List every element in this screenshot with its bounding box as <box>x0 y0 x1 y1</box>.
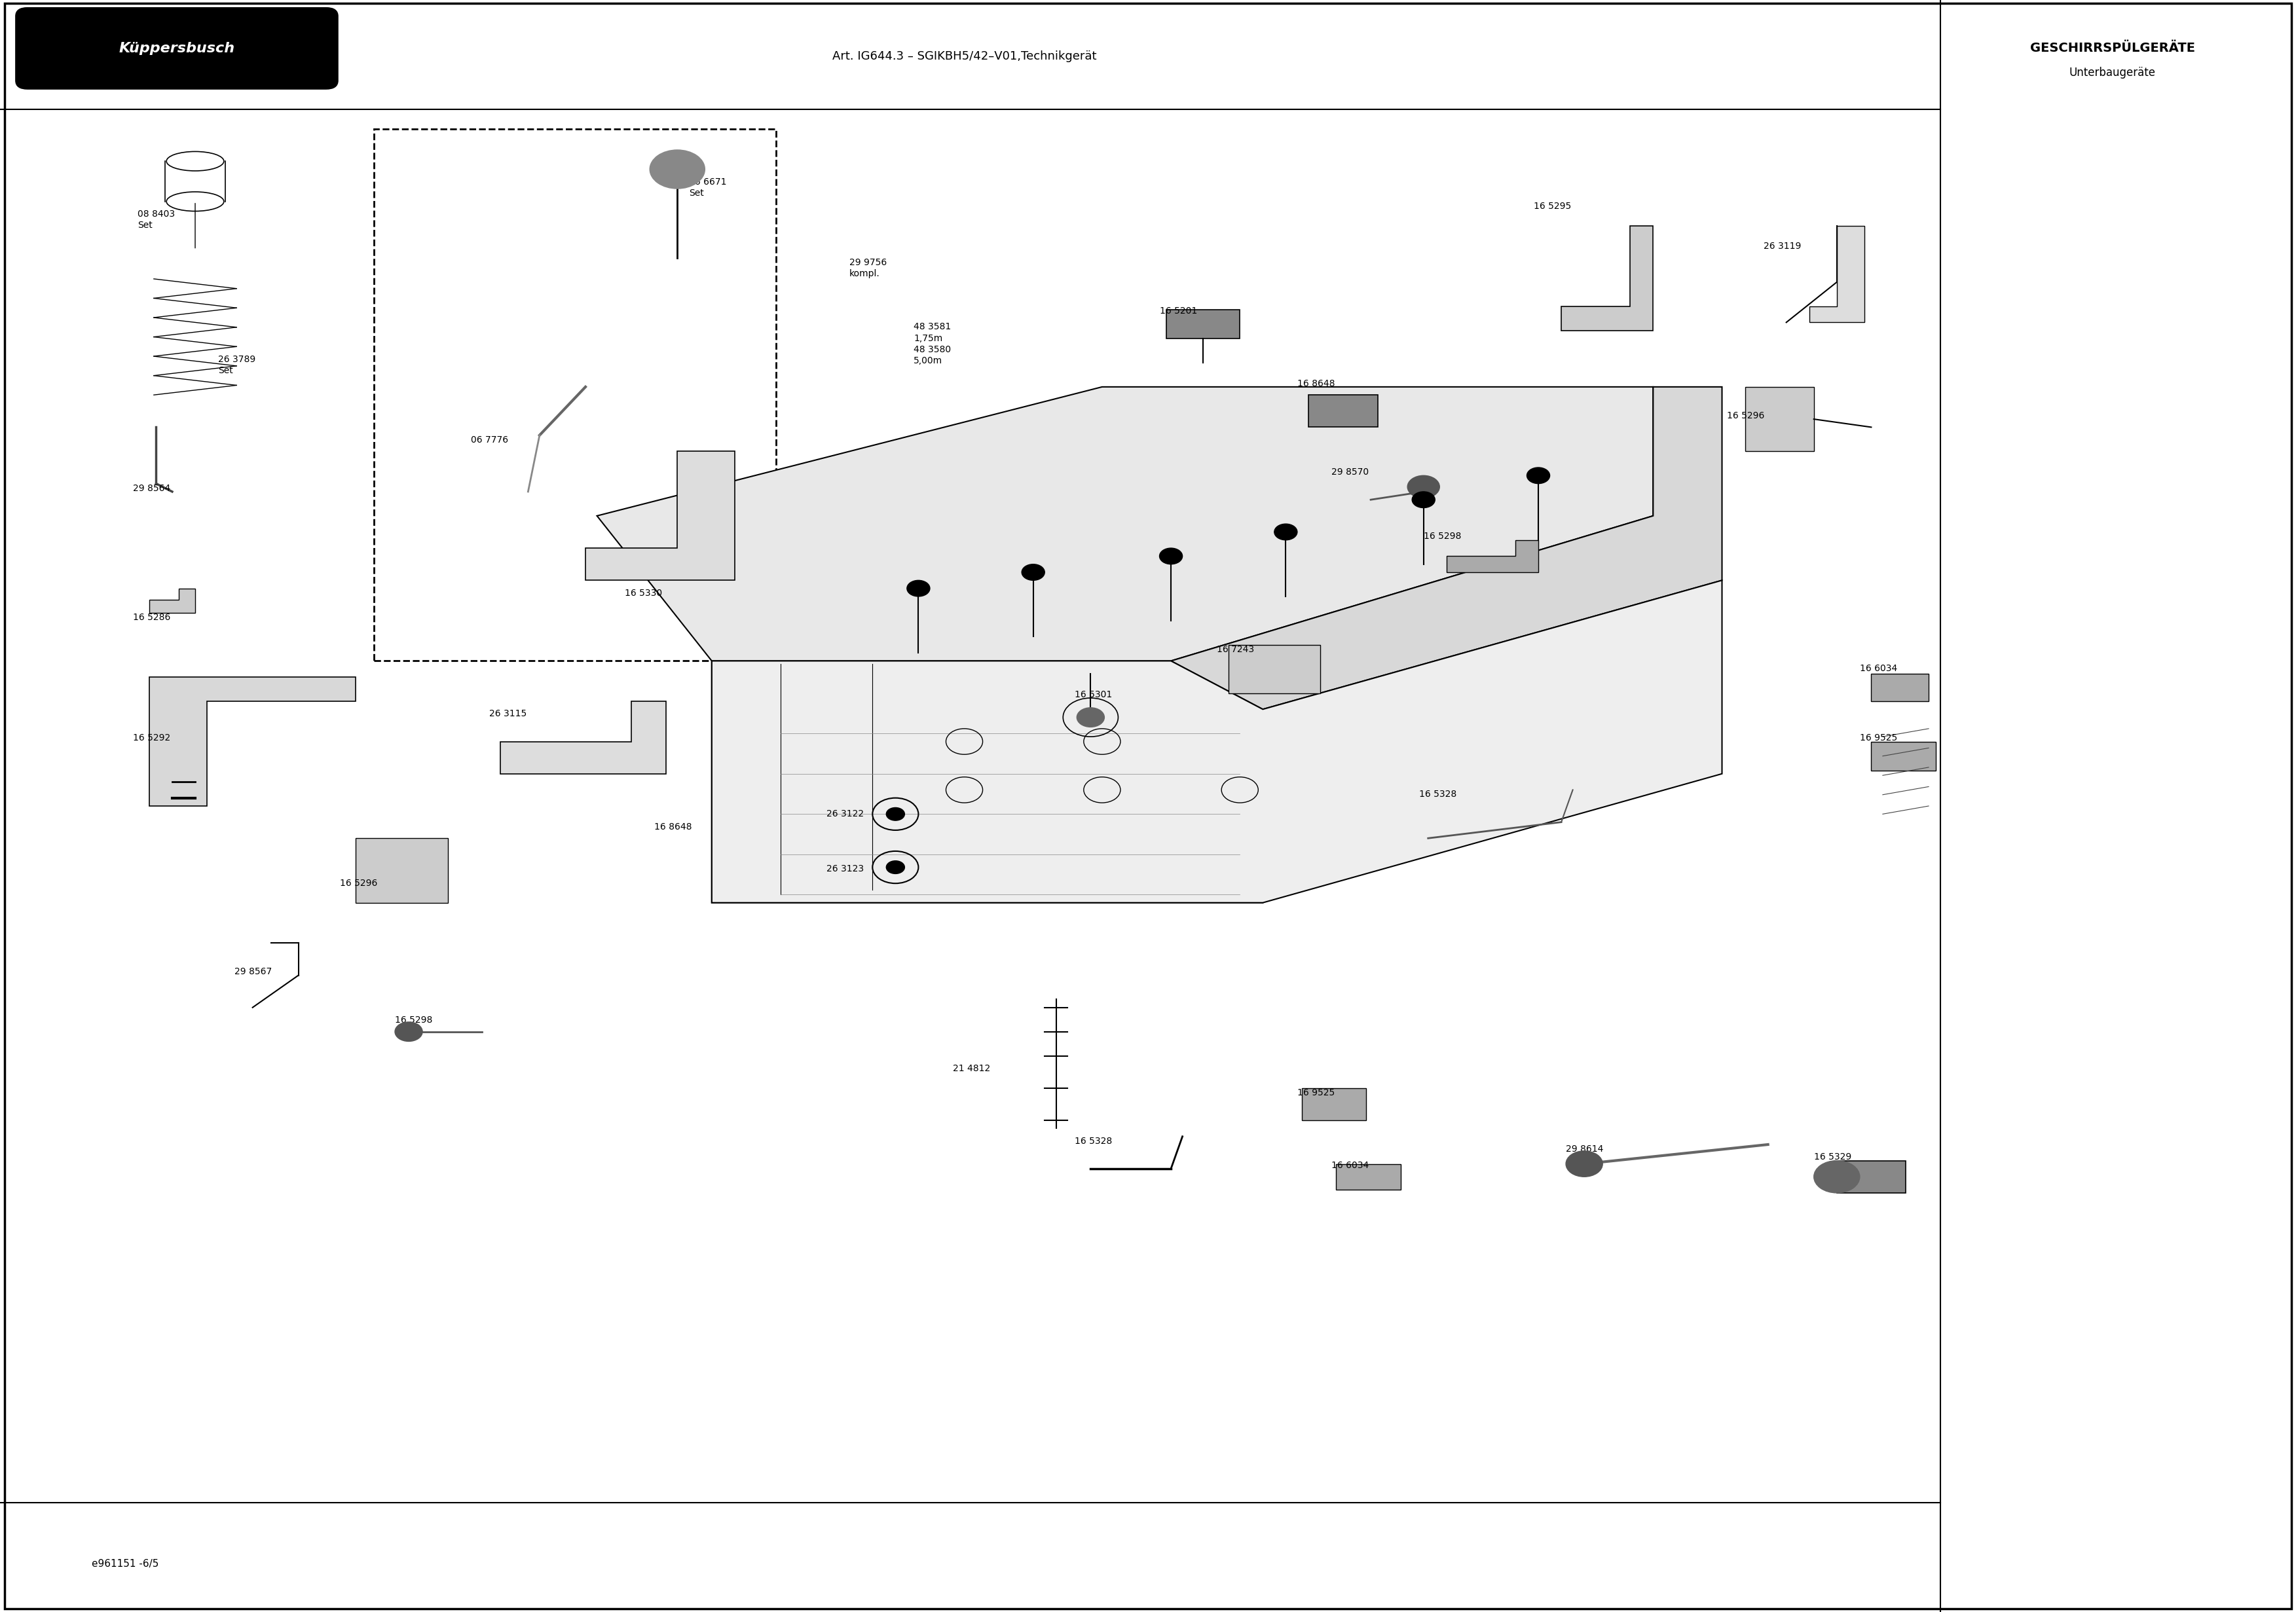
Text: 21 4812: 21 4812 <box>953 1064 990 1074</box>
Polygon shape <box>149 677 356 806</box>
Text: e961151 -6/5: e961151 -6/5 <box>92 1559 158 1568</box>
Polygon shape <box>1171 387 1722 709</box>
Text: 16 6034: 16 6034 <box>1332 1161 1368 1170</box>
Text: 29 9756
kompl.: 29 9756 kompl. <box>850 258 886 279</box>
Text: 16 5296: 16 5296 <box>1727 411 1763 421</box>
Text: 16 5328: 16 5328 <box>1075 1136 1111 1146</box>
Circle shape <box>886 861 905 874</box>
Circle shape <box>1814 1161 1860 1193</box>
Text: 26 3122: 26 3122 <box>827 809 863 819</box>
Polygon shape <box>356 838 448 903</box>
Polygon shape <box>1336 1164 1401 1190</box>
Circle shape <box>886 808 905 821</box>
Polygon shape <box>1871 674 1929 701</box>
Circle shape <box>1022 564 1045 580</box>
Polygon shape <box>1228 645 1320 693</box>
Text: Küppersbusch: Küppersbusch <box>119 42 234 55</box>
Text: 26 3123: 26 3123 <box>827 864 863 874</box>
Circle shape <box>1412 492 1435 508</box>
Polygon shape <box>1871 742 1936 771</box>
Circle shape <box>1527 467 1550 484</box>
Text: 06 7776: 06 7776 <box>471 435 507 445</box>
Circle shape <box>1407 476 1440 498</box>
FancyBboxPatch shape <box>16 8 338 89</box>
Text: GESCHIRRSPÜLGERÄTE: GESCHIRRSPÜLGERÄTE <box>2030 42 2195 55</box>
Text: 16 8648: 16 8648 <box>1297 379 1334 388</box>
Polygon shape <box>1302 1088 1366 1120</box>
Polygon shape <box>149 588 195 613</box>
Text: 16 5292: 16 5292 <box>133 733 170 743</box>
Text: 16 5286: 16 5286 <box>133 613 170 622</box>
Text: 16 5298: 16 5298 <box>1424 532 1460 542</box>
Text: 16 5329: 16 5329 <box>1814 1153 1851 1162</box>
Text: 16 8648: 16 8648 <box>654 822 691 832</box>
Text: 16 9525: 16 9525 <box>1297 1088 1334 1098</box>
Text: 16 5328: 16 5328 <box>1419 790 1456 800</box>
Polygon shape <box>712 661 1263 903</box>
Text: 29 8614: 29 8614 <box>1566 1145 1603 1154</box>
Circle shape <box>650 150 705 189</box>
Text: 16 5298: 16 5298 <box>395 1016 432 1025</box>
Text: 29 8567: 29 8567 <box>234 967 271 977</box>
Text: 16 6034: 16 6034 <box>1860 664 1896 674</box>
Text: 29 8564: 29 8564 <box>133 484 170 493</box>
Circle shape <box>1566 1151 1603 1177</box>
Bar <box>374 129 776 661</box>
Text: Art. IG644.3 – SGIKBH5/42–V01,Technikgerät: Art. IG644.3 – SGIKBH5/42–V01,Technikger… <box>831 50 1097 63</box>
Polygon shape <box>712 580 1722 903</box>
Polygon shape <box>1166 310 1240 339</box>
Polygon shape <box>1809 226 1864 322</box>
Polygon shape <box>1309 395 1378 427</box>
Text: 26 3789
Set: 26 3789 Set <box>218 355 255 376</box>
Text: 16 9525: 16 9525 <box>1860 733 1896 743</box>
Circle shape <box>1274 524 1297 540</box>
Text: 16 5296: 16 5296 <box>340 879 377 888</box>
Text: 48 3581
1,75m
48 3580
5,00m: 48 3581 1,75m 48 3580 5,00m <box>914 322 951 366</box>
Text: 16 5301: 16 5301 <box>1075 690 1111 700</box>
Text: 16 5330: 16 5330 <box>625 588 661 598</box>
Text: Unterbaugeräte: Unterbaugeräte <box>2069 66 2156 79</box>
Text: 26 3119: 26 3119 <box>1763 242 1800 251</box>
Polygon shape <box>1837 1161 1906 1193</box>
Polygon shape <box>585 451 735 580</box>
Polygon shape <box>597 387 1653 661</box>
Circle shape <box>395 1022 422 1041</box>
Text: 16 5201: 16 5201 <box>1159 306 1196 316</box>
Polygon shape <box>1561 226 1653 330</box>
Text: 16 5295: 16 5295 <box>1534 202 1570 211</box>
Text: 16 6671
Set: 16 6671 Set <box>689 177 726 198</box>
Circle shape <box>1159 548 1182 564</box>
Text: 08 8403
Set: 08 8403 Set <box>138 210 174 231</box>
Text: 16 7243: 16 7243 <box>1217 645 1254 654</box>
Text: 26 3115: 26 3115 <box>489 709 526 719</box>
Polygon shape <box>1446 540 1538 572</box>
Text: 29 8570: 29 8570 <box>1332 467 1368 477</box>
Circle shape <box>1077 708 1104 727</box>
Polygon shape <box>1745 387 1814 451</box>
Polygon shape <box>501 701 666 774</box>
Circle shape <box>907 580 930 596</box>
